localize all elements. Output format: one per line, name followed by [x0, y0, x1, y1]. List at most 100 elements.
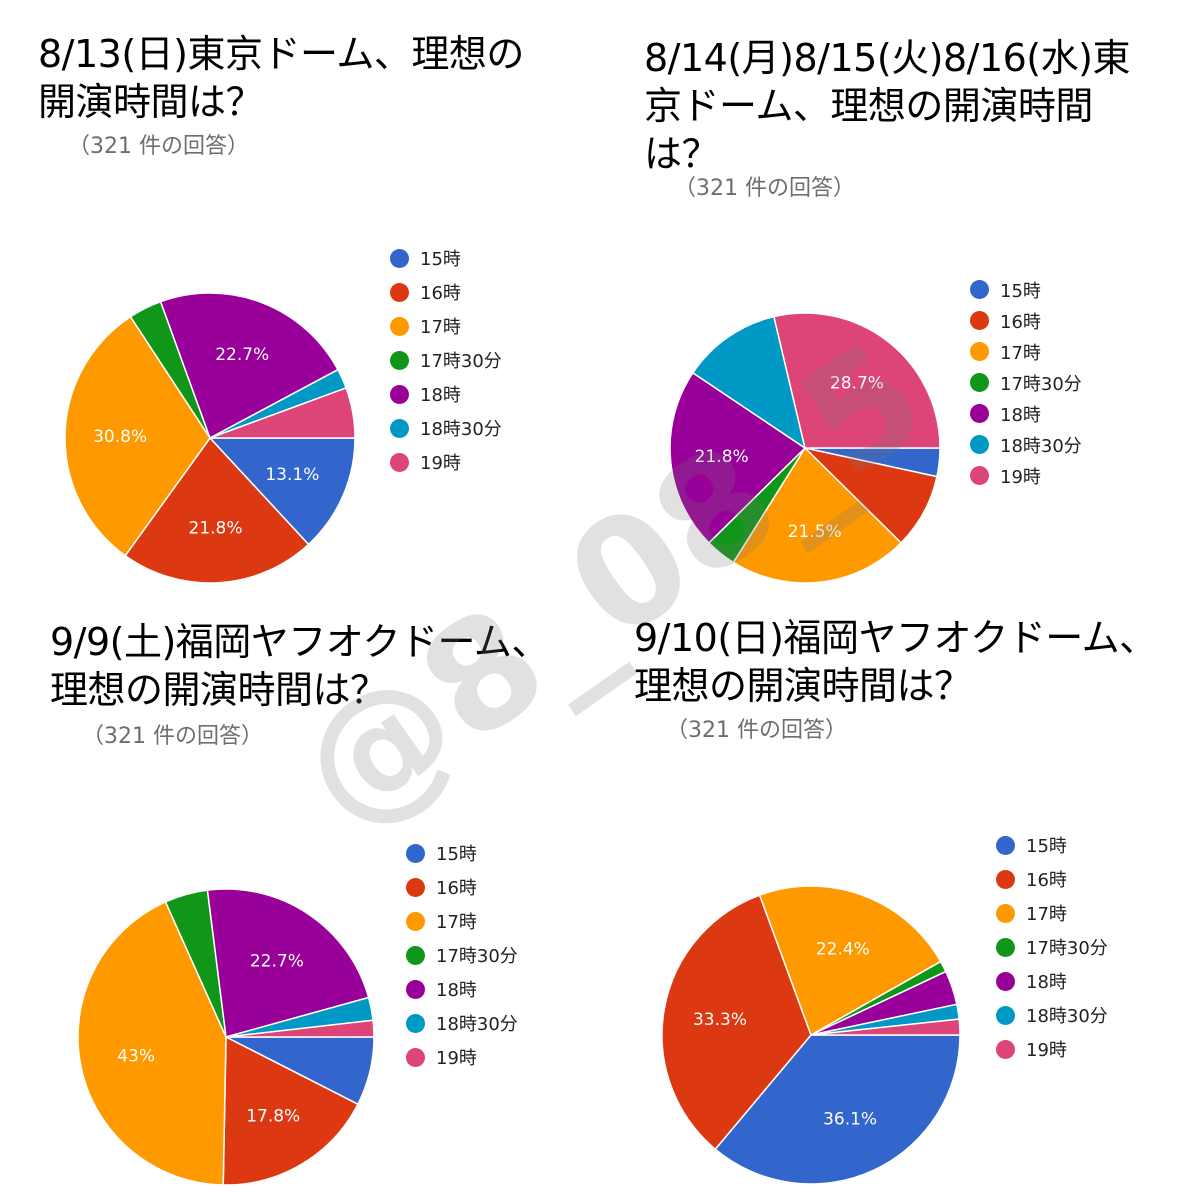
legend-swatch [996, 1039, 1015, 1059]
pie-slice-19 [225, 1019, 375, 1038]
legend-item-17-30: 17時30分 [996, 930, 1108, 964]
legend-swatch [996, 937, 1015, 957]
legend-item-16: 16時 [996, 862, 1108, 896]
legend-label: 17時 [1000, 342, 1041, 364]
legend-label: 17時30分 [436, 946, 518, 967]
chart-title: 8/13(日)東京ドーム、理想の開演時間は？ [38, 32, 524, 124]
legend-swatch [970, 466, 989, 485]
legend-label: 18時 [436, 980, 477, 1001]
response-count: （321 件の回答） [674, 176, 855, 201]
legend-item-17-30: 17時30分 [406, 938, 518, 972]
legend-swatch [996, 1005, 1015, 1025]
slice-label-17: 30.8% [93, 427, 147, 447]
legend-label: 15時 [436, 844, 477, 865]
legend-item-16: 16時 [390, 275, 502, 309]
legend-item-18: 18時 [996, 964, 1108, 998]
legend-label: 15時 [1026, 836, 1067, 857]
legend-item-17: 17時 [390, 309, 502, 343]
legend-item-19: 19時 [390, 445, 502, 479]
legend-item-18: 18時 [406, 972, 518, 1006]
legend-label: 17時 [436, 912, 477, 933]
legend-item-17: 17時 [996, 896, 1108, 930]
legend: 15時 16時 17時 17時30分 18時 18時30分 19時 [970, 274, 1082, 491]
legend-swatch [406, 945, 425, 965]
slice-label-17: 21.5% [788, 522, 842, 542]
pie-slice-16 [661, 894, 812, 1151]
pie-slice-19 [209, 387, 356, 439]
legend-swatch [406, 1013, 425, 1033]
legend-item-18-30: 18時30分 [390, 411, 502, 445]
legend-label: 19時 [1000, 466, 1041, 488]
chart-panel-sep10: 9/10(日)福岡ヤフオクドーム、理想の開演時間は？ （321 件の回答） 36… [600, 600, 1200, 1200]
legend-label: 18時 [1026, 972, 1067, 993]
pie-slice-19 [810, 1018, 961, 1036]
response-count: （321 件の回答） [666, 718, 847, 743]
legend-label: 18時30分 [420, 419, 502, 440]
legend: 15時 16時 17時 17時30分 18時 18時30分 19時 [996, 828, 1108, 1066]
legend-label: 16時 [420, 283, 461, 304]
legend-item-18-30: 18時30分 [970, 429, 1082, 460]
legend-label: 17時 [420, 317, 461, 338]
legend-label: 16時 [1026, 870, 1067, 891]
legend-swatch [970, 280, 989, 299]
legend-swatch [390, 452, 409, 472]
chart-panel-aug14-16: 8/14(月)8/15(火)8/16(水)東京ドーム、理想の開演時間は？ （32… [600, 0, 1200, 600]
legend-item-18-30: 18時30分 [406, 1006, 518, 1040]
slice-label-16: 17.8% [246, 1107, 300, 1127]
legend-item-15: 15時 [406, 836, 518, 870]
pie-chart: 36.1% 33.3% 22.4% [661, 885, 961, 1185]
slice-label-18: 21.8% [695, 447, 749, 467]
legend-label: 18時30分 [1000, 435, 1082, 457]
slice-label-16: 21.8% [189, 519, 243, 539]
legend-item-18: 18時 [390, 377, 502, 411]
pie-slice-17 [732, 446, 903, 584]
legend-swatch [996, 835, 1015, 855]
legend-item-17: 17時 [970, 336, 1082, 367]
pie-slice-17 [77, 900, 227, 1186]
legend-label: 16時 [1000, 311, 1041, 333]
pie-slice-16 [124, 436, 310, 584]
pie-chart: 21.5% 21.8% 28.7% [669, 312, 941, 584]
slice-label-18: 22.7% [215, 345, 269, 365]
legend-swatch [390, 248, 409, 268]
legend-item-18-30: 18時30分 [996, 998, 1108, 1032]
chart-title: 9/9(土)福岡ヤフオクドーム、理想の開演時間は？ [50, 620, 549, 712]
legend-label: 16時 [436, 878, 477, 899]
response-count: （321 件の回答） [82, 724, 263, 749]
legend-swatch [390, 418, 409, 438]
legend-swatch [390, 316, 409, 336]
chart-panel-sep9: 9/9(土)福岡ヤフオクドーム、理想の開演時間は？ （321 件の回答） 17.… [0, 600, 600, 1200]
legend-swatch [996, 903, 1015, 923]
pie-slice-18 [206, 888, 370, 1038]
legend-label: 18時 [1000, 404, 1041, 426]
legend-item-18: 18時 [970, 398, 1082, 429]
legend-item-19: 19時 [970, 460, 1082, 491]
pie-chart: 13.1% 21.8% 30.8% 22.7% [64, 292, 356, 584]
legend: 15時 16時 17時 17時30分 18時 18時30分 19時 [406, 836, 518, 1074]
legend-item-19: 19時 [406, 1040, 518, 1074]
legend-item-16: 16時 [406, 870, 518, 904]
legend-swatch [406, 877, 425, 897]
legend-item-15: 15時 [996, 828, 1108, 862]
legend-label: 17時30分 [420, 351, 502, 372]
pie-slice-17 [64, 315, 211, 557]
legend-item-17-30: 17時30分 [970, 367, 1082, 398]
legend-swatch [406, 1047, 425, 1067]
legend-swatch [996, 869, 1015, 889]
legend-item-17: 17時 [406, 904, 518, 938]
legend-label: 15時 [1000, 280, 1041, 302]
legend-swatch [996, 971, 1015, 991]
pie-slice-18 [669, 371, 807, 544]
legend-swatch [970, 342, 989, 361]
legend-swatch [390, 384, 409, 404]
legend-swatch [970, 435, 989, 454]
legend-swatch [406, 911, 425, 931]
legend-swatch [406, 843, 425, 863]
legend-swatch [970, 311, 989, 330]
chart-title: 8/14(月)8/15(火)8/16(水)東京ドーム、理想の開演時間は？ [644, 36, 1130, 176]
legend-item-15: 15時 [970, 274, 1082, 305]
legend-swatch [390, 350, 409, 370]
legend-item-16: 16時 [970, 305, 1082, 336]
legend-swatch [406, 979, 425, 999]
legend-swatch [970, 404, 989, 423]
